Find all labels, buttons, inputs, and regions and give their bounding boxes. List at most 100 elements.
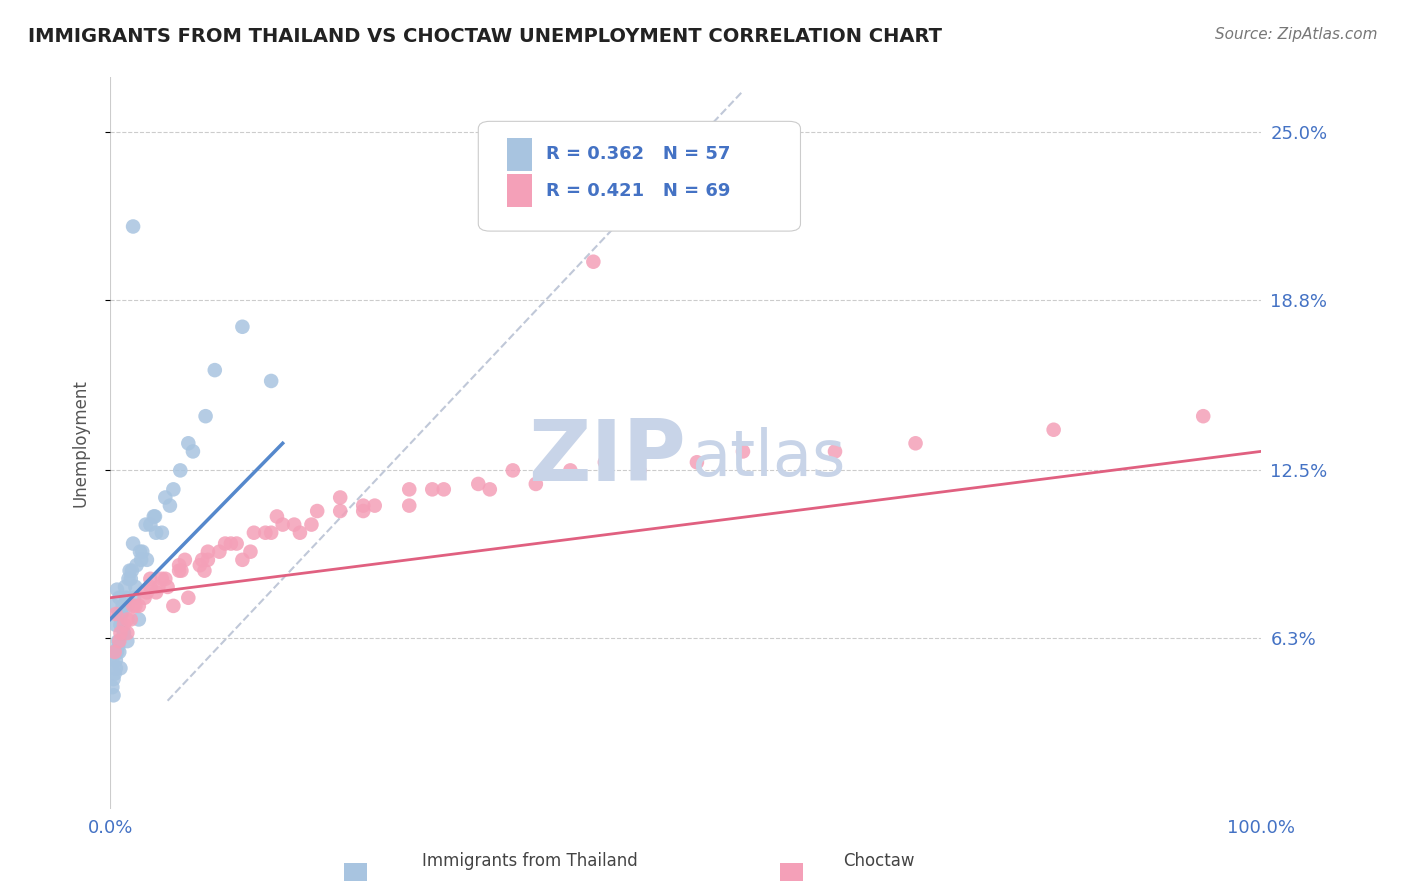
Point — [142, 509, 165, 524]
Point — [108, 607, 131, 621]
Point — [104, 607, 127, 621]
Point — [524, 477, 547, 491]
Point — [107, 640, 129, 654]
Point — [686, 455, 709, 469]
Point — [1042, 423, 1064, 437]
Point — [225, 536, 247, 550]
Point — [112, 626, 135, 640]
FancyBboxPatch shape — [508, 137, 533, 170]
Point — [104, 653, 127, 667]
Point — [194, 409, 217, 424]
Point — [478, 483, 501, 497]
Point — [208, 544, 231, 558]
Point — [162, 483, 184, 497]
Point — [145, 525, 167, 540]
Point — [904, 436, 927, 450]
Point — [398, 499, 420, 513]
Text: atlas: atlas — [692, 427, 845, 489]
Point — [593, 455, 616, 469]
Point — [128, 612, 150, 626]
Point — [110, 607, 132, 621]
Point — [181, 444, 204, 458]
Point — [155, 491, 177, 505]
Point — [105, 582, 128, 597]
Point — [204, 363, 226, 377]
Point — [364, 499, 387, 513]
Point — [117, 599, 139, 613]
Point — [135, 553, 157, 567]
Point — [398, 483, 420, 497]
Point — [239, 544, 262, 558]
Point — [139, 572, 162, 586]
Point — [582, 254, 605, 268]
Point — [197, 553, 219, 567]
Point — [433, 483, 456, 497]
Point — [122, 599, 145, 613]
Point — [139, 517, 162, 532]
Point — [231, 319, 253, 334]
Point — [122, 219, 145, 234]
Point — [135, 517, 157, 532]
Point — [115, 591, 138, 605]
Point — [173, 553, 195, 567]
Point — [103, 672, 125, 686]
Point — [118, 564, 141, 578]
Point — [112, 618, 135, 632]
Point — [177, 436, 200, 450]
Point — [110, 661, 132, 675]
Point — [150, 572, 173, 586]
Point — [110, 618, 132, 632]
Y-axis label: Unemployment: Unemployment — [72, 379, 89, 508]
Point — [135, 585, 157, 599]
Point — [352, 499, 374, 513]
Point — [117, 572, 139, 586]
Point — [193, 564, 215, 578]
Point — [260, 374, 283, 388]
Point — [150, 525, 173, 540]
Point — [104, 666, 127, 681]
Point — [288, 525, 311, 540]
Text: R = 0.362   N = 57: R = 0.362 N = 57 — [546, 145, 731, 163]
Point — [467, 477, 489, 491]
Point — [167, 558, 190, 573]
FancyBboxPatch shape — [478, 121, 800, 231]
Point — [219, 536, 242, 550]
Point — [104, 661, 127, 675]
FancyBboxPatch shape — [508, 175, 533, 207]
Point — [121, 564, 143, 578]
Point — [114, 580, 136, 594]
Point — [177, 591, 200, 605]
Point — [352, 504, 374, 518]
Point — [124, 599, 146, 613]
Point — [101, 653, 124, 667]
Point — [129, 544, 152, 558]
Text: Choctaw: Choctaw — [844, 852, 915, 870]
Point — [103, 599, 125, 613]
Point — [271, 517, 294, 532]
Point — [169, 463, 191, 477]
Point — [108, 645, 131, 659]
Point — [214, 536, 236, 550]
Point — [104, 645, 127, 659]
Point — [188, 558, 211, 573]
Point — [283, 517, 305, 532]
Point — [420, 483, 443, 497]
Point — [108, 591, 131, 605]
Point — [560, 463, 582, 477]
Point — [628, 463, 651, 477]
Point — [117, 634, 139, 648]
Point — [117, 626, 139, 640]
Point — [110, 626, 132, 640]
Point — [112, 626, 135, 640]
Point — [145, 585, 167, 599]
Point — [120, 572, 142, 586]
Point — [134, 591, 156, 605]
Point — [139, 580, 162, 594]
Point — [129, 553, 152, 567]
Point — [124, 580, 146, 594]
Point — [104, 618, 127, 632]
Point — [170, 564, 193, 578]
Point — [243, 525, 266, 540]
Point — [122, 591, 145, 605]
Point — [131, 544, 153, 558]
